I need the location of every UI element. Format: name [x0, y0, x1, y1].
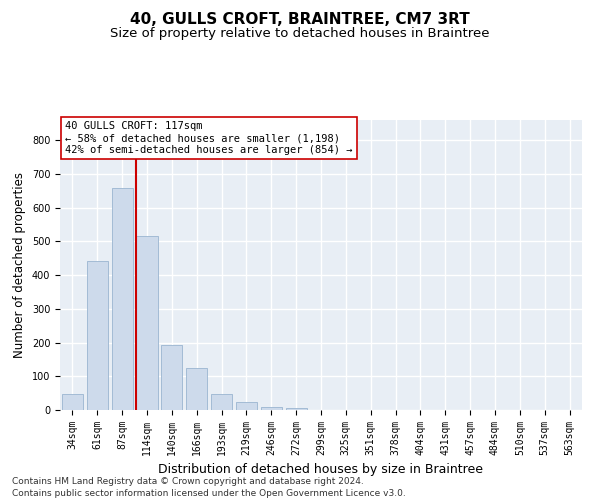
Text: 40, GULLS CROFT, BRAINTREE, CM7 3RT: 40, GULLS CROFT, BRAINTREE, CM7 3RT [130, 12, 470, 28]
Bar [161, 345, 182, 410]
Bar [236, 402, 257, 410]
Bar [186, 368, 207, 410]
Bar [62, 394, 83, 410]
Text: Size of property relative to detached houses in Braintree: Size of property relative to detached ho… [110, 28, 490, 40]
Text: 40 GULLS CROFT: 117sqm
← 58% of detached houses are smaller (1,198)
42% of semi-: 40 GULLS CROFT: 117sqm ← 58% of detached… [65, 122, 353, 154]
Bar [286, 408, 307, 410]
Text: Contains HM Land Registry data © Crown copyright and database right 2024.
Contai: Contains HM Land Registry data © Crown c… [12, 476, 406, 498]
Bar [87, 260, 108, 410]
Bar [136, 236, 158, 410]
Bar [112, 188, 133, 410]
Y-axis label: Number of detached properties: Number of detached properties [13, 172, 26, 358]
X-axis label: Distribution of detached houses by size in Braintree: Distribution of detached houses by size … [158, 464, 484, 476]
Bar [261, 406, 282, 410]
Bar [211, 394, 232, 410]
